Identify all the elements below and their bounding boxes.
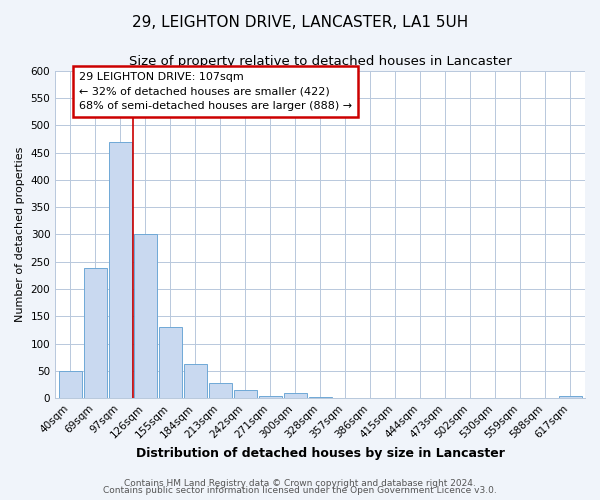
Bar <box>308 397 332 398</box>
Bar <box>59 371 82 398</box>
Bar <box>134 234 157 398</box>
Bar <box>284 393 307 398</box>
Text: Contains HM Land Registry data © Crown copyright and database right 2024.: Contains HM Land Registry data © Crown c… <box>124 478 476 488</box>
Bar <box>109 142 131 398</box>
X-axis label: Distribution of detached houses by size in Lancaster: Distribution of detached houses by size … <box>136 447 505 460</box>
Text: 29 LEIGHTON DRIVE: 107sqm
← 32% of detached houses are smaller (422)
68% of semi: 29 LEIGHTON DRIVE: 107sqm ← 32% of detac… <box>79 72 352 111</box>
Y-axis label: Number of detached properties: Number of detached properties <box>15 147 25 322</box>
Bar <box>233 390 257 398</box>
Bar <box>158 328 182 398</box>
Text: Contains public sector information licensed under the Open Government Licence v3: Contains public sector information licen… <box>103 486 497 495</box>
Title: Size of property relative to detached houses in Lancaster: Size of property relative to detached ho… <box>129 55 511 68</box>
Text: 29, LEIGHTON DRIVE, LANCASTER, LA1 5UH: 29, LEIGHTON DRIVE, LANCASTER, LA1 5UH <box>132 15 468 30</box>
Bar <box>184 364 206 398</box>
Bar <box>259 396 281 398</box>
Bar <box>83 268 107 398</box>
Bar <box>559 396 581 398</box>
Bar <box>209 383 232 398</box>
